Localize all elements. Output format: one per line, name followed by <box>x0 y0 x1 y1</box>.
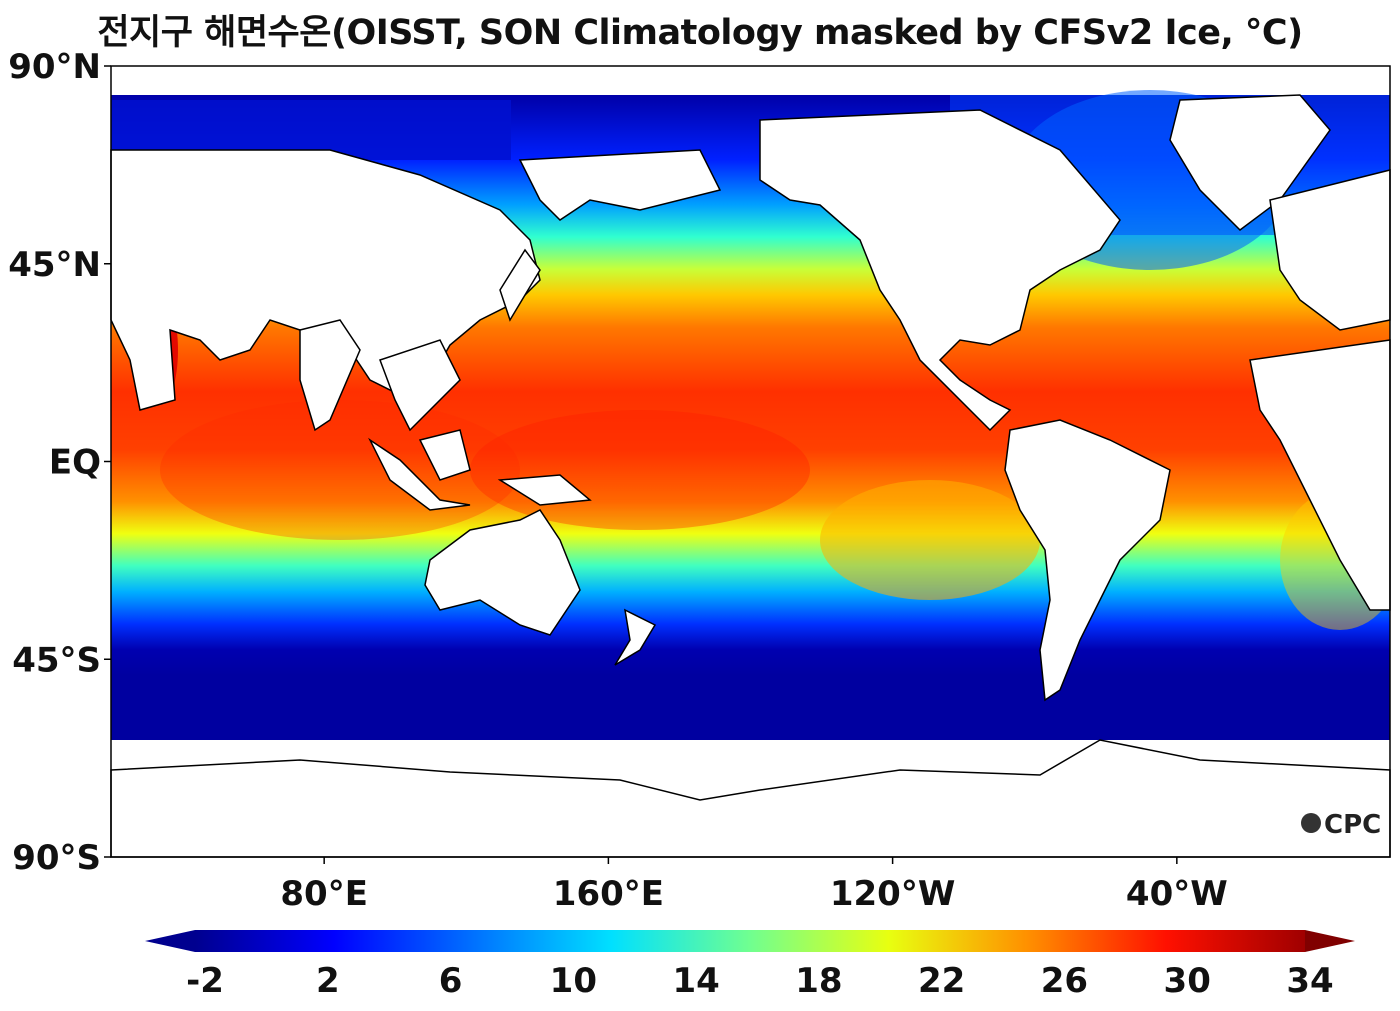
lat-tick-label: 45°N <box>8 245 101 285</box>
land-new-zealand <box>614 608 657 666</box>
land-south-america <box>1004 419 1171 702</box>
colorbar-tick-label: 14 <box>672 961 719 1001</box>
land-greenland <box>1169 94 1331 231</box>
map-title: 전지구 해면수온(OISST, SON Climatology masked b… <box>97 13 1303 53</box>
colorbar-tick-label: -2 <box>186 961 224 1001</box>
logo-text: CPC <box>1324 810 1381 840</box>
lon-tick-label: 80°E <box>280 874 368 914</box>
colorbar-extend-max <box>1305 930 1355 952</box>
land-north-america <box>759 109 1121 432</box>
colorbar-gradient <box>195 930 1305 952</box>
lat-tick-label: 90°S <box>12 838 101 878</box>
colorbar-tick-label: 34 <box>1286 961 1333 1001</box>
colorbar-ticks: -2 2 6 10 14 18 22 26 30 34 <box>186 961 1334 1001</box>
colorbar-tick-label: 6 <box>439 961 463 1001</box>
colorbar-tick-label: 18 <box>795 961 842 1001</box>
latitude-axis: 90°N 45°N EQ 45°S 90°S <box>8 47 111 878</box>
longitude-axis: 80°E 160°E 120°W 40°W <box>280 857 1228 914</box>
colorbar-tick-label: 2 <box>316 961 340 1001</box>
land-india <box>299 319 361 432</box>
lon-tick-label: 160°E <box>553 874 664 914</box>
colorbar-tick-label: 10 <box>550 961 597 1001</box>
land-sumatra-java <box>368 437 471 511</box>
land-layer <box>110 94 1391 858</box>
lat-tick-label: 45°S <box>12 640 101 680</box>
lon-tick-label: 120°W <box>830 874 955 914</box>
land-australia <box>424 509 581 636</box>
colorbar-tick-label: 26 <box>1041 961 1088 1001</box>
land-borneo <box>418 429 471 481</box>
colorbar: -2 2 6 10 14 18 22 26 30 34 <box>145 930 1355 1001</box>
land-siberia <box>518 149 722 221</box>
lon-tick-label: 40°W <box>1126 874 1228 914</box>
cpc-logo: CPC <box>1301 810 1381 840</box>
colorbar-tick-label: 30 <box>1164 961 1211 1001</box>
land-antarctica <box>110 739 1391 858</box>
colorbar-tick-label: 22 <box>918 961 965 1001</box>
colorbar-extend-min <box>145 930 195 952</box>
land-indochina <box>379 339 461 432</box>
lat-tick-label: 90°N <box>8 47 101 87</box>
land-new-guinea <box>497 474 592 506</box>
land-japan <box>499 248 541 322</box>
lat-tick-label: EQ <box>49 443 101 483</box>
